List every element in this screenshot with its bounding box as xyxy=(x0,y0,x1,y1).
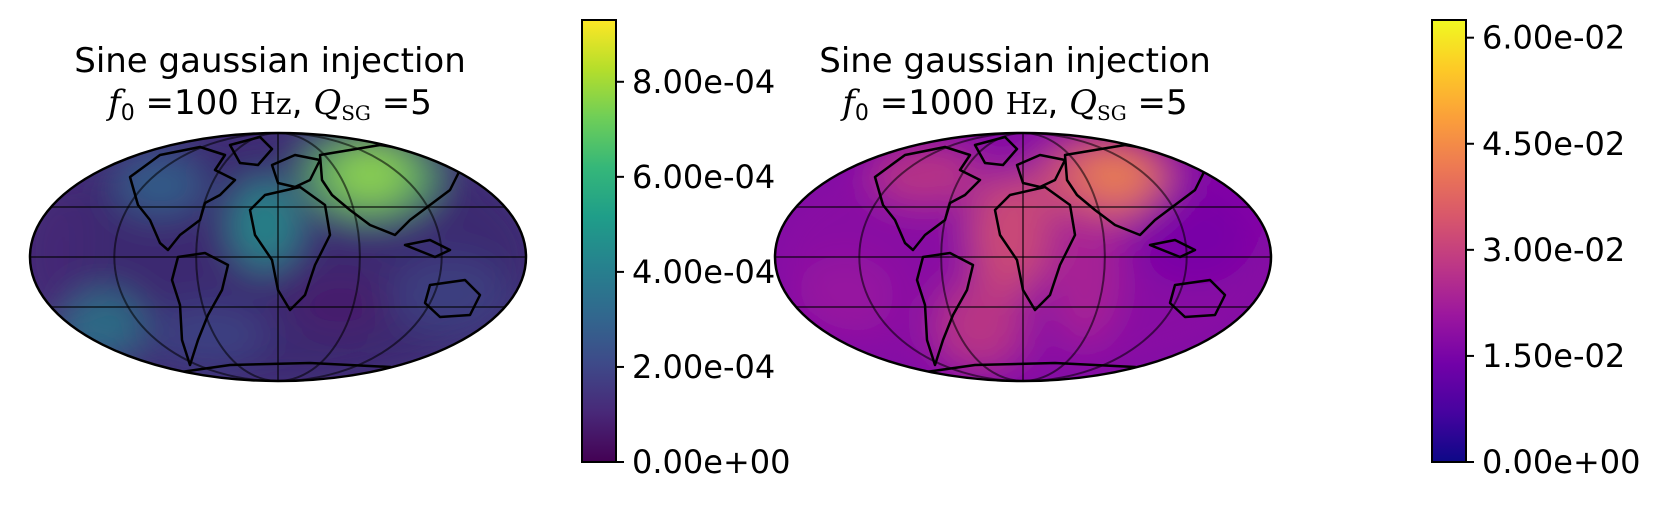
colorbar-tick-label: 4.00e-04 xyxy=(632,253,775,291)
intensity-region xyxy=(30,165,90,325)
intensity-region xyxy=(1135,185,1255,285)
colorbar-tick-label: 6.00e-04 xyxy=(632,158,775,196)
left-panel: Sine gaussian injection f0 =100 Hz, QSG … xyxy=(0,0,800,532)
coastline-segment xyxy=(915,251,975,367)
coastline-segment xyxy=(1015,153,1067,189)
coastline-segment xyxy=(128,145,237,252)
graticule xyxy=(775,133,1271,381)
map-border xyxy=(28,131,528,383)
colorbar-tick-label: 0.00e+00 xyxy=(632,443,790,481)
coastline-segment xyxy=(423,278,482,319)
coastline-segment xyxy=(403,238,452,259)
colorbar-tick-label: 6.00e-02 xyxy=(1482,19,1625,57)
left-sky-map xyxy=(28,131,528,383)
intensity-region xyxy=(970,175,1050,295)
intensity-region xyxy=(935,280,1025,370)
right-title: Sine gaussian injection f0 =1000 Hz, QSG… xyxy=(765,40,1265,135)
intensity-region xyxy=(795,255,895,335)
colorbar-tick-label: 1.50e-02 xyxy=(1482,337,1625,375)
coastline-segment xyxy=(248,185,332,312)
colorbar-tick-label: 4.50e-02 xyxy=(1482,125,1625,163)
colorbar-tick-label: 3.00e-02 xyxy=(1482,231,1625,269)
intensity-region xyxy=(230,180,300,270)
intensity-region xyxy=(390,255,510,335)
colorbar-gradient xyxy=(1431,19,1467,463)
colorbar-gradient xyxy=(581,19,617,463)
left-title-line2: f0 =100 Hz, QSG =5 xyxy=(108,83,432,126)
intensity-region xyxy=(290,275,390,335)
right-colorbar: 0.00e+00 1.50e-02 3.00e-02 4.50e-02 6.00e-02 xyxy=(1431,19,1640,481)
intensity-region xyxy=(150,305,270,365)
right-sky-map xyxy=(773,131,1273,383)
map-border xyxy=(773,131,1273,383)
coastline-segment xyxy=(228,135,274,167)
coastline-segment xyxy=(170,251,230,367)
coastline-segment xyxy=(270,153,322,189)
right-title-line1: Sine gaussian injection xyxy=(819,41,1211,81)
colorbar-tick-label: 2.00e-04 xyxy=(632,348,775,386)
colorbar-tick-label: 8.00e-04 xyxy=(632,63,775,101)
intensity-region xyxy=(1035,135,1175,225)
right-panel: Sine gaussian injection f0 =1000 Hz, QSG… xyxy=(773,0,1661,532)
coastline-segment xyxy=(973,135,1019,167)
coastline-segment xyxy=(993,185,1077,312)
colorbar-tick-label: 0.00e+00 xyxy=(1482,443,1640,481)
intensity-region xyxy=(1050,205,1120,345)
coastline-segment xyxy=(1148,238,1197,259)
left-title-line1: Sine gaussian injection xyxy=(74,41,466,81)
left-colorbar: 0.00e+00 2.00e-04 4.00e-04 6.00e-04 8.00e-04 xyxy=(581,19,790,481)
right-title-line2: f0 =1000 Hz, QSG =5 xyxy=(842,83,1188,126)
coastline-segment xyxy=(873,145,982,252)
coastline-segment xyxy=(1168,278,1227,319)
graticule xyxy=(30,133,526,381)
left-title: Sine gaussian injection f0 =100 Hz, QSG … xyxy=(20,40,520,135)
